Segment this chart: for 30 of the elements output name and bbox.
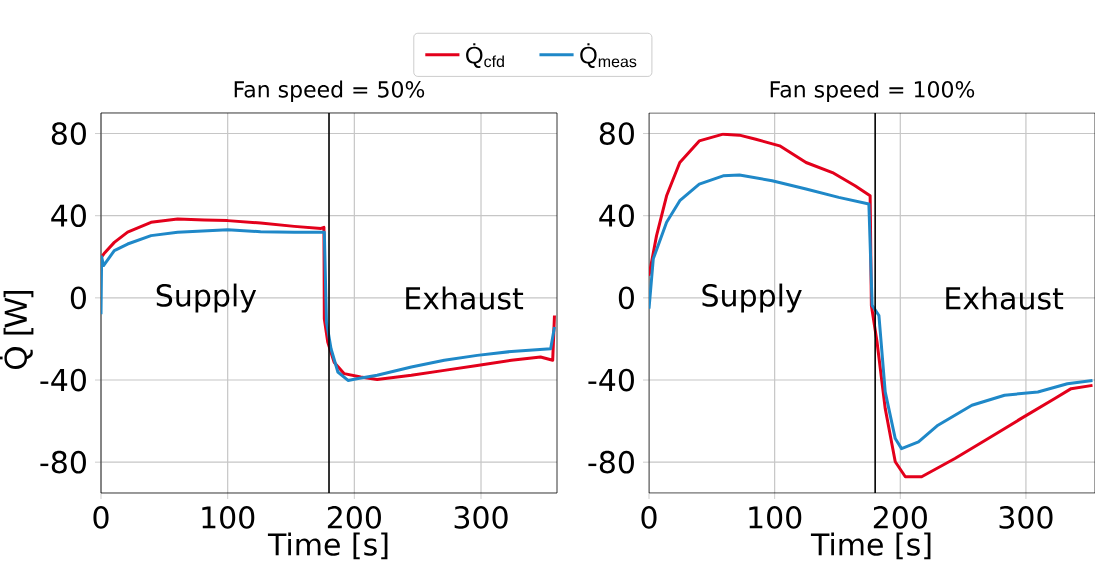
x-tick-label: 100	[202, 506, 255, 529]
x-tick-label: 0	[93, 506, 109, 529]
y-tick-label: 0	[618, 286, 634, 310]
y-tick-label: 80	[51, 122, 86, 145]
x-tick-label: 300	[454, 506, 508, 529]
x-tick-label: 200	[327, 506, 381, 529]
annotation: Exhaust	[946, 286, 1064, 310]
y-tick-label: -80	[588, 450, 634, 474]
line-series	[649, 173, 1095, 451]
y-tick-label: 40	[599, 204, 634, 228]
chart-title: Fan speed = 100%	[770, 80, 975, 102]
y-tick-label: 40	[51, 204, 86, 228]
x-axis-title: Time [s]	[810, 532, 931, 560]
legend-label: Q̇$_{cfd}$	[466, 43, 504, 68]
x-tick-label: 100	[749, 506, 802, 529]
y-axis-title: Q̇ [W]	[0, 290, 34, 369]
annotation: Exhaust	[406, 286, 524, 310]
y-tick-label: 80	[599, 122, 634, 145]
x-tick-label: 0	[641, 506, 657, 529]
annotation: Supply	[702, 283, 802, 313]
x-axis-title: Time [s]	[267, 532, 388, 560]
y-tick-label: -40	[588, 368, 634, 392]
y-tick-label: -80	[40, 450, 86, 474]
x-tick-label: 300	[999, 506, 1053, 529]
y-tick-label: 0	[70, 286, 86, 310]
x-tick-label: 200	[873, 506, 927, 529]
y-tick-label: -40	[40, 368, 86, 392]
legend-label: Q̇$_{meas}$	[580, 43, 637, 68]
annotation: Supply	[156, 283, 257, 313]
chart-title: Fan speed = 50%	[234, 80, 425, 102]
